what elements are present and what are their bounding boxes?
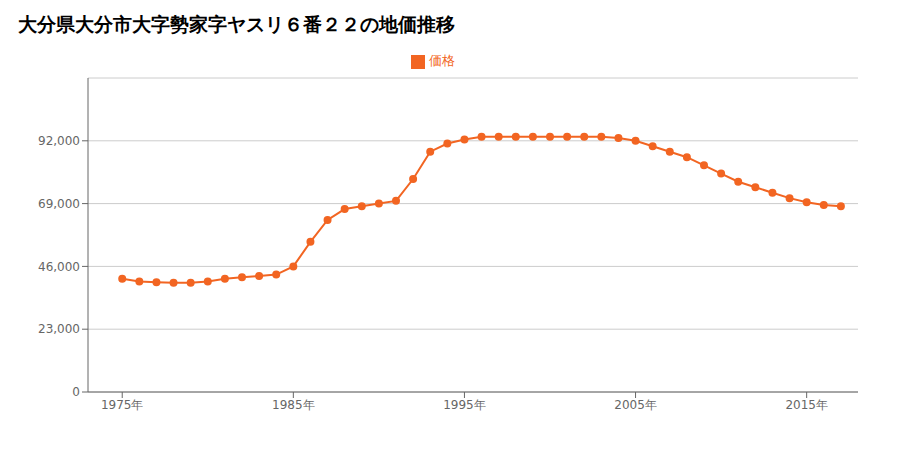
- svg-text:23,000: 23,000: [38, 322, 80, 336]
- svg-text:0: 0: [72, 385, 80, 399]
- svg-text:1985年: 1985年: [272, 398, 315, 412]
- svg-text:69,000: 69,000: [38, 197, 80, 211]
- svg-text:1995年: 1995年: [443, 398, 486, 412]
- svg-text:2015年: 2015年: [785, 398, 828, 412]
- svg-text:92,000: 92,000: [38, 134, 80, 148]
- svg-text:2005年: 2005年: [614, 398, 657, 412]
- svg-text:46,000: 46,000: [38, 260, 80, 274]
- html-text:価格: 価格: [429, 53, 455, 68]
- html-text:大分県大分市大字勢家字ヤスリ６番２２の地価推移: 大分県大分市大字勢家字ヤスリ６番２２の地価推移: [18, 13, 455, 35]
- svg-text:1975年: 1975年: [101, 398, 144, 412]
